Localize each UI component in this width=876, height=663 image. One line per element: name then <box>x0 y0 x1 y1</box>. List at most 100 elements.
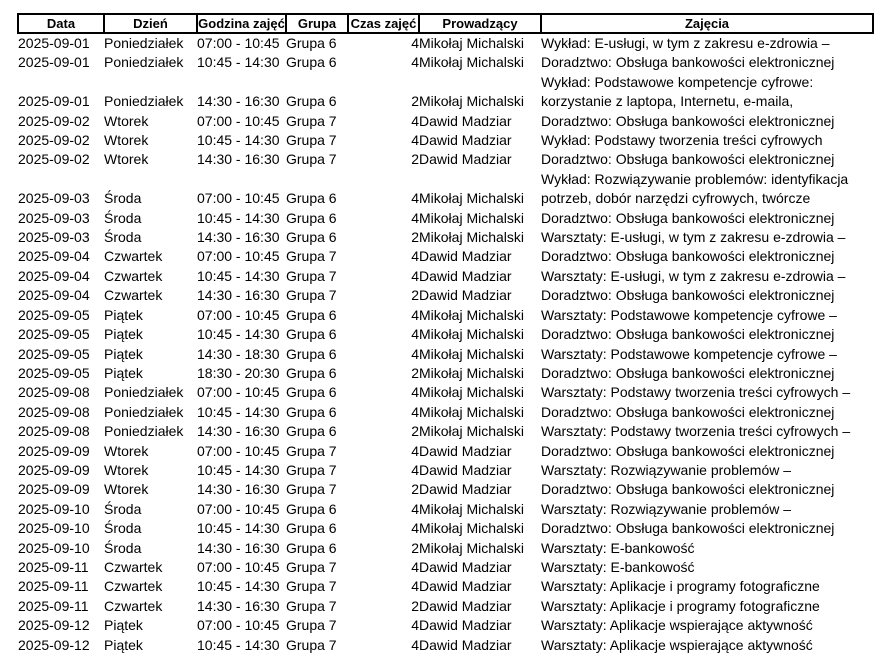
cell-date: 2025-09-09 <box>18 481 90 498</box>
cell-day: Poniedziałek <box>104 384 184 401</box>
activity-text: Warsztaty: E-usługi, w tym z zakresu e-z… <box>541 229 846 246</box>
activity-text: Wykład: Rozwiązywanie problemów: identyf… <box>541 170 849 187</box>
cell-time: 18:30 - 20:30 <box>197 364 280 381</box>
cell-group: Grupa 6 <box>286 500 337 517</box>
cell-day: Środa <box>104 229 142 246</box>
activity-text: Doradztwo: Obsługa bankowości elektronic… <box>541 151 835 168</box>
table-row: 2025-09-09 Wtorek 14:30 - 16:30 Grupa 7 2 Daw… <box>18 480 873 499</box>
cell-activity: Warsztaty: Aplikacje i programy fotograf… <box>541 597 873 616</box>
cell-day: Poniedziałek <box>104 54 184 71</box>
cell-date: 2025-09-04 <box>18 287 90 304</box>
cell-instructor: Mikołaj Michalski <box>419 93 525 110</box>
cell-time: 10:45 - 14:30 <box>197 267 280 284</box>
cell-hours: 4 <box>411 345 419 362</box>
activity-text: Doradztwo: Obsługa bankowości elektronic… <box>541 54 835 71</box>
cell-hours: 4 <box>411 209 419 226</box>
table-row: 2025-09-08 Poniedziałek 07:00 - 10:45 Grupa… <box>18 383 873 402</box>
cell-group: Grupa 7 <box>286 481 337 498</box>
cell-time: 10:45 - 14:30 <box>197 54 280 71</box>
column-header-instructor: Prowadzący <box>418 13 542 34</box>
cell-time: 07:00 - 10:45 <box>197 617 280 634</box>
cell-date: 2025-09-03 <box>18 229 90 246</box>
table-row: 2025-09-01 Poniedziałek 07:00 - 10:45 Grupa… <box>18 33 873 53</box>
cell-day: Wtorek <box>104 481 149 498</box>
cell-instructor: Mikołaj Michalski <box>419 403 525 420</box>
cell-activity: Warsztaty: Podstawy tworzenia treści cyf… <box>541 383 873 402</box>
cell-date: 2025-09-05 <box>18 364 90 381</box>
cell-activity: Doradztwo: Obsługa bankowości elektronic… <box>541 442 873 461</box>
cell-group: Grupa 6 <box>286 520 337 537</box>
cell-time: 14:30 - 16:30 <box>197 151 280 168</box>
cell-date: 2025-09-04 <box>18 248 90 265</box>
cell-hours: 2 <box>411 597 419 614</box>
cell-instructor: Mikołaj Michalski <box>419 306 525 323</box>
cell-day: Czwartek <box>104 248 163 265</box>
activity-text: Warsztaty: Rozwiązywanie problemów – <box>541 500 792 517</box>
cell-group: Grupa 7 <box>286 597 337 614</box>
cell-instructor: Dawid Madziar <box>419 267 512 284</box>
cell-date: 2025-09-01 <box>18 54 90 71</box>
table-body: 2025-09-01 Poniedziałek 07:00 - 10:45 Grupa… <box>18 33 873 655</box>
table-row: 2025-09-10 Środa 07:00 - 10:45 Grupa 6 4 Miko… <box>18 500 873 519</box>
cell-date: 2025-09-09 <box>18 442 90 459</box>
cell-activity: Wykład: Rozwiązywanie problemów: identyf… <box>541 170 873 209</box>
cell-day: Poniedziałek <box>104 423 184 440</box>
cell-activity: Warsztaty: Rozwiązywanie problemów – <box>541 500 873 519</box>
cell-group: Grupa 7 <box>286 578 337 595</box>
table-row: 2025-09-01 Poniedziałek 10:45 - 14:30 Grupa… <box>18 53 873 72</box>
cell-instructor: Mikołaj Michalski <box>419 35 525 51</box>
cell-activity: Warsztaty: Aplikacje i programy fotograf… <box>541 577 873 596</box>
cell-day: Wtorek <box>104 151 149 168</box>
cell-day: Wtorek <box>104 132 149 149</box>
table-row: 2025-09-03 Środa 10:45 - 14:30 Grupa 6 4 Miko… <box>18 209 873 228</box>
cell-instructor: Dawid Madziar <box>419 558 512 575</box>
cell-time: 07:00 - 10:45 <box>197 442 280 459</box>
cell-date: 2025-09-01 <box>18 93 90 110</box>
cell-hours: 2 <box>411 364 419 381</box>
cell-group: Grupa 6 <box>286 423 337 440</box>
activity-text: Wykład: E-usługi, w tym z zakresu e-zdro… <box>541 35 830 51</box>
cell-hours: 4 <box>411 267 419 284</box>
cell-instructor: Mikołaj Michalski <box>419 539 525 556</box>
cell-instructor: Dawid Madziar <box>419 617 512 634</box>
table-row: 2025-09-02 Wtorek 07:00 - 10:45 Grupa 7 4 Daw… <box>18 112 873 131</box>
table-row: 2025-09-05 Piątek 07:00 - 10:45 Grupa 6 4 Mik… <box>18 306 873 325</box>
cell-day: Wtorek <box>104 461 149 478</box>
cell-instructor: Mikołaj Michalski <box>419 326 525 343</box>
cell-activity: Doradztwo: Obsługa bankowości elektronic… <box>541 247 873 266</box>
cell-hours: 2 <box>411 287 419 304</box>
cell-instructor: Dawid Madziar <box>419 461 512 478</box>
cell-hours: 4 <box>411 558 419 575</box>
cell-day: Środa <box>104 190 142 207</box>
activity-text: Warsztaty: E-bankowość <box>541 539 695 556</box>
cell-activity: Wykład: Podstawy tworzenia treści cyfrow… <box>541 131 873 150</box>
cell-activity: Warsztaty: Aplikacje wspierające aktywno… <box>541 636 873 655</box>
cell-time: 10:45 - 14:30 <box>197 403 280 420</box>
cell-time: 14:30 - 16:30 <box>197 597 280 614</box>
activity-text: Warsztaty: Aplikacje i programy fotograf… <box>541 597 820 614</box>
activity-text: Doradztwo: Obsługa bankowości elektronic… <box>541 520 835 537</box>
activity-text: Warsztaty: Aplikacje wspierające aktywno… <box>541 636 813 653</box>
cell-instructor: Mikołaj Michalski <box>419 54 525 71</box>
cell-day: Czwartek <box>104 597 163 614</box>
cell-date: 2025-09-03 <box>18 209 90 226</box>
cell-activity: Doradztwo: Obsługa bankowości elektronic… <box>541 480 873 499</box>
activity-text: Doradztwo: Obsługa bankowości elektronic… <box>541 481 835 498</box>
cell-time: 10:45 - 14:30 <box>197 636 280 653</box>
cell-activity: Warsztaty: Aplikacje wspierające aktywno… <box>541 616 873 635</box>
cell-instructor: Dawid Madziar <box>419 151 512 168</box>
cell-group: Grupa 7 <box>286 267 337 284</box>
cell-date: 2025-09-05 <box>18 326 90 343</box>
cell-activity: Doradztwo: Obsługa bankowości elektronic… <box>541 325 873 344</box>
cell-group: Grupa 7 <box>286 558 337 575</box>
cell-group: Grupa 6 <box>286 229 337 246</box>
table-header: Data Dzień Godzina zajęć Grupa Czas zajęć Pro… <box>17 13 874 34</box>
cell-day: Piątek <box>104 636 143 653</box>
cell-instructor: Dawid Madziar <box>419 442 512 459</box>
activity-text: korzystanie z laptopa, Internetu, e-mail… <box>541 93 794 110</box>
cell-day: Piątek <box>104 364 143 381</box>
cell-day: Środa <box>104 209 142 226</box>
cell-time: 14:30 - 18:30 <box>197 345 280 362</box>
